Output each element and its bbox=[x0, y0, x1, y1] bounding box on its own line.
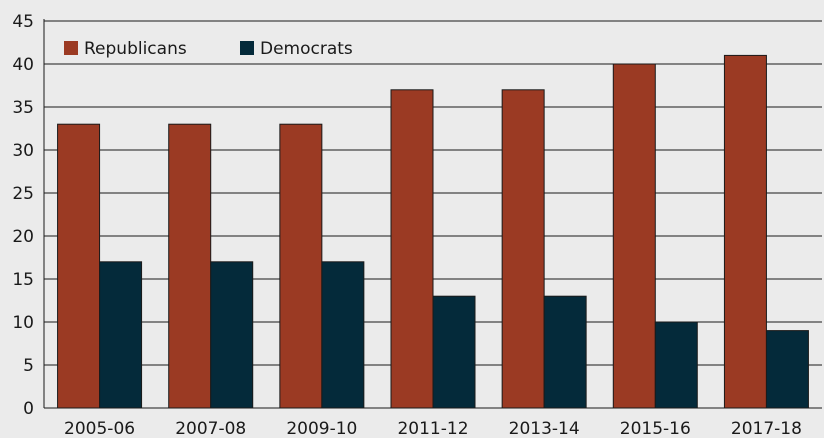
bar-democrats-2013-14 bbox=[543, 295, 587, 409]
bar-democrats-2005-06 bbox=[99, 261, 143, 409]
x-tick-label: 2009-10 bbox=[286, 419, 357, 438]
legend-label-democrats: Democrats bbox=[260, 39, 353, 59]
bar-democrats-2011-12 bbox=[432, 295, 476, 409]
y-tick-label: 45 bbox=[12, 12, 34, 32]
bar-republicans-2011-12 bbox=[390, 89, 434, 409]
bar-democrats-2017-18 bbox=[765, 330, 809, 409]
legend-swatch-democrats bbox=[240, 41, 254, 55]
x-tick-label: 2013-14 bbox=[509, 419, 580, 438]
bar-democrats-2007-08 bbox=[210, 261, 254, 409]
y-tick-label: 25 bbox=[12, 184, 34, 204]
y-tick-label: 10 bbox=[12, 313, 34, 333]
bar-republicans-2009-10 bbox=[279, 123, 323, 409]
y-tick-label: 20 bbox=[12, 227, 34, 247]
y-tick-label: 5 bbox=[23, 356, 34, 376]
tick-labels: 0 5 10 15 20 25 30 35 40 45 2005-06 2007-08 2009-10 2… bbox=[12, 12, 802, 438]
bar-republicans-2017-18 bbox=[723, 54, 767, 409]
bar-republicans-2005-06 bbox=[57, 123, 101, 409]
y-tick-label: 40 bbox=[12, 55, 34, 75]
bars bbox=[57, 54, 809, 409]
legend-swatch-republicans bbox=[64, 41, 78, 55]
x-tick-label: 2017-18 bbox=[731, 419, 802, 438]
y-tick-label: 15 bbox=[12, 270, 34, 290]
bar-democrats-2015-16 bbox=[654, 321, 698, 409]
x-tick-label: 2015-16 bbox=[620, 419, 691, 438]
bar-republicans-2015-16 bbox=[612, 63, 656, 409]
x-tick-label: 2011-12 bbox=[397, 419, 468, 438]
bar-democrats-2009-10 bbox=[321, 261, 365, 409]
y-tick-label: 0 bbox=[23, 399, 34, 419]
legend-label-republicans: Republicans bbox=[84, 39, 187, 59]
y-tick-label: 35 bbox=[12, 98, 34, 118]
bar-republicans-2013-14 bbox=[501, 89, 545, 409]
x-tick-label: 2007-08 bbox=[175, 419, 246, 438]
y-tick-label: 30 bbox=[12, 141, 34, 161]
x-tick-label: 2005-06 bbox=[64, 419, 135, 438]
legend: Republicans Democrats bbox=[64, 39, 353, 59]
bar-republicans-2007-08 bbox=[168, 123, 212, 409]
